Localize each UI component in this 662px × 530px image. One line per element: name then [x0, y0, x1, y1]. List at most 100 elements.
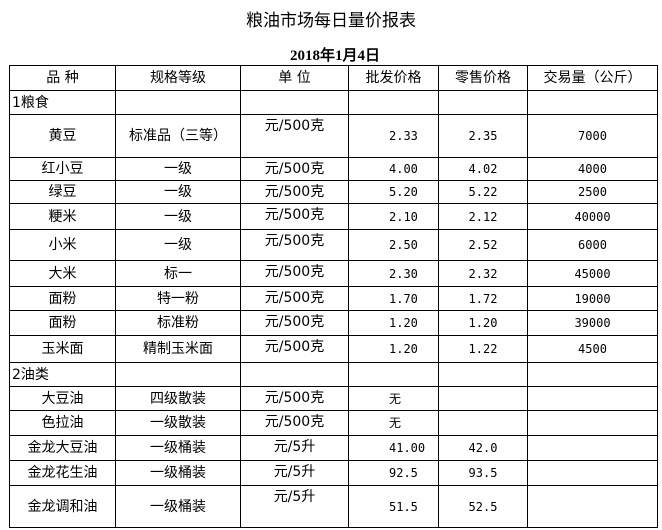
price-table: 品 种 规格等级 单 位 批发价格 零售价格 交易量（公斤） 1粮食 黄豆 标准品（…: [9, 65, 658, 528]
category-row: 2油类: [9, 362, 658, 387]
unit: 元/500克: [240, 157, 349, 181]
product-name: 粳米: [9, 203, 116, 230]
wholesale-price: 无: [348, 386, 439, 411]
empty-cell: [527, 90, 658, 115]
retail-price: 5.22: [438, 180, 528, 204]
table-row: 绿豆 一级 元/500克 5.20 5.22 2500: [9, 180, 658, 204]
product-name: 面粉: [9, 286, 116, 311]
wholesale-price: 1.20: [348, 335, 439, 363]
wholesale-price: 51.5: [348, 485, 439, 528]
trade-volume: 6000: [527, 229, 658, 261]
wholesale-price: 92.5: [348, 460, 439, 486]
trade-volume: 45000: [527, 260, 658, 287]
retail-price: 1.20: [438, 310, 528, 336]
header-cell: 单 位: [240, 65, 349, 91]
grade: 标一: [115, 260, 241, 287]
grade: 一级: [115, 203, 241, 230]
retail-price: 2.52: [438, 229, 528, 261]
trade-volume: 40000: [527, 203, 658, 230]
empty-cell: [438, 362, 528, 387]
header-cell: 交易量（公斤）: [527, 65, 658, 91]
table-row: 金龙花生油 一级桶装 元/5升 92.5 93.5: [9, 460, 658, 486]
wholesale-price: 1.70: [348, 286, 439, 311]
retail-price: 42.0: [438, 435, 528, 461]
retail-price: 2.35: [438, 114, 528, 158]
grade: 一级桶装: [115, 460, 241, 486]
unit: 元/500克: [240, 410, 349, 436]
unit: 元/500克: [240, 335, 349, 363]
unit: 元/5升: [240, 435, 349, 461]
retail-price: 2.12: [438, 203, 528, 230]
grade: 一级: [115, 157, 241, 181]
unit: 元/500克: [240, 180, 349, 204]
empty-cell: [438, 90, 528, 115]
unit: 元/500克: [240, 260, 349, 287]
wholesale-price: 41.00: [348, 435, 439, 461]
empty-cell: [348, 362, 439, 387]
wholesale-price: 4.00: [348, 157, 439, 181]
trade-volume: 2500: [527, 180, 658, 204]
product-name: 金龙调和油: [9, 485, 116, 528]
table-row: 金龙大豆油 一级桶装 元/5升 41.00 42.0: [9, 435, 658, 461]
empty-cell: [115, 90, 241, 115]
wholesale-price: 无: [348, 410, 439, 436]
product-name: 大米: [9, 260, 116, 287]
retail-price: [438, 386, 528, 411]
product-name: 大豆油: [9, 386, 116, 411]
product-name: 玉米面: [9, 335, 116, 363]
table-row: 粳米 一级 元/500克 2.10 2.12 40000: [9, 203, 658, 230]
table-row: 小米 一级 元/500克 2.50 2.52 6000: [9, 229, 658, 261]
trade-volume: [527, 435, 658, 461]
unit: 元/500克: [240, 229, 349, 261]
retail-price: 1.72: [438, 286, 528, 311]
unit: 元/500克: [240, 203, 349, 230]
grade: 一级散装: [115, 410, 241, 436]
grade: 一级桶装: [115, 485, 241, 528]
header-cell: 零售价格: [438, 65, 528, 91]
table-row: 玉米面 精制玉米面 元/500克 1.20 1.22 4500: [9, 335, 658, 363]
product-name: 面粉: [9, 310, 116, 336]
unit: 元/500克: [240, 114, 349, 158]
trade-volume: [527, 386, 658, 411]
table-row: 金龙调和油 一级桶装 元/5升 51.5 52.5: [9, 485, 658, 528]
header-cell: 规格等级: [115, 65, 241, 91]
unit: 元/500克: [240, 286, 349, 311]
grade: 一级桶装: [115, 435, 241, 461]
table-row: 面粉 特一粉 元/500克 1.70 1.72 19000: [9, 286, 658, 311]
trade-volume: [527, 460, 658, 486]
retail-price: 52.5: [438, 485, 528, 528]
trade-volume: 7000: [527, 114, 658, 158]
unit: 元/500克: [240, 310, 349, 336]
trade-volume: 19000: [527, 286, 658, 311]
product-name: 金龙大豆油: [9, 435, 116, 461]
wholesale-price: 2.30: [348, 260, 439, 287]
empty-cell: [527, 362, 658, 387]
trade-volume: [527, 410, 658, 436]
unit: 元/500克: [240, 386, 349, 411]
table-row: 色拉油 一级散装 元/500克无: [9, 410, 658, 436]
grade: 标准粉: [115, 310, 241, 336]
grade: 精制玉米面: [115, 335, 241, 363]
empty-cell: [240, 362, 349, 387]
unit: 元/5升: [240, 460, 349, 486]
report-title: 粮油市场每日量价报表: [246, 11, 416, 31]
trade-volume: 39000: [527, 310, 658, 336]
grade: 四级散装: [115, 386, 241, 411]
wholesale-price: 5.20: [348, 180, 439, 204]
product-name: 黄豆: [9, 114, 116, 158]
product-name: 色拉油: [9, 410, 116, 436]
wholesale-price: 2.10: [348, 203, 439, 230]
grade: 特一粉: [115, 286, 241, 311]
empty-cell: [115, 362, 241, 387]
trade-volume: [527, 485, 658, 528]
wholesale-price: 1.20: [348, 310, 439, 336]
product-name: 金龙花生油: [9, 460, 116, 486]
table-row: 大豆油 四级散装 元/500克无: [9, 386, 658, 411]
product-name: 绿豆: [9, 180, 116, 204]
table-row: 红小豆 一级 元/500克 4.00 4.02 4000: [9, 157, 658, 181]
retail-price: 2.32: [438, 260, 528, 287]
report-date: 2018年1月4日: [290, 48, 381, 64]
trade-volume: 4000: [527, 157, 658, 181]
grade: 一级: [115, 180, 241, 204]
table-row: 面粉 标准粉 元/500克 1.20 1.20 39000: [9, 310, 658, 336]
